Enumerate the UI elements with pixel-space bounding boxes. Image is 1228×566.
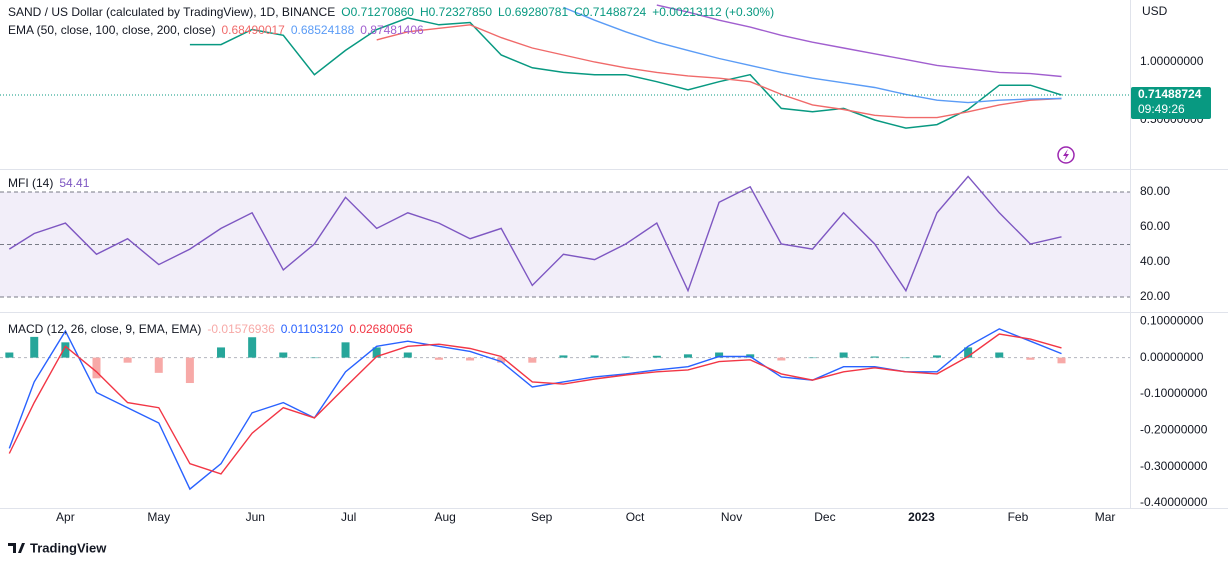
histogram-bar xyxy=(1057,357,1066,364)
histogram-bar xyxy=(5,352,14,358)
symbol: SAND / US Dollar (calculated by TradingV… xyxy=(8,5,336,19)
histogram-bar xyxy=(61,342,70,358)
histogram-bar xyxy=(248,337,257,358)
series-line xyxy=(189,17,1062,129)
legend-value: 54.41 xyxy=(59,176,90,190)
histogram-bar xyxy=(341,342,350,358)
histogram-bar xyxy=(372,347,381,358)
histogram-bar xyxy=(497,357,506,363)
y-tick-label: 20.00 xyxy=(1140,289,1170,303)
histogram-bar xyxy=(123,357,132,363)
histogram-bar xyxy=(279,352,288,358)
x-tick-label: Nov xyxy=(721,510,742,524)
histogram-bar xyxy=(185,357,194,384)
series-line xyxy=(8,328,1062,491)
x-tick-label: Aug xyxy=(434,510,455,524)
last-price: 0.71488724 xyxy=(1138,87,1202,101)
histogram-bar xyxy=(154,357,163,373)
histogram-bar xyxy=(715,352,724,358)
series-line xyxy=(563,6,1062,104)
symbol-header: SAND / US Dollar (calculated by TradingV… xyxy=(8,5,780,19)
series-line xyxy=(8,333,1062,475)
x-tick-label: Apr xyxy=(56,510,75,524)
x-tick-label: Jun xyxy=(246,510,265,524)
x-tick-label: Oct xyxy=(626,510,645,524)
y-tick-label: -0.20000000 xyxy=(1140,422,1208,436)
x-tick-label: Jul xyxy=(341,510,356,524)
histogram-bar xyxy=(652,355,661,358)
y-tick-label: 60.00 xyxy=(1140,219,1170,233)
y-tick-label: 0.10000000 xyxy=(1140,313,1204,327)
histogram-bar xyxy=(559,355,568,358)
histogram-bar xyxy=(932,355,941,358)
histogram-bar xyxy=(217,347,226,358)
pane xyxy=(0,175,1130,298)
legend-value: 0.02680056 xyxy=(349,322,413,336)
histogram-bar xyxy=(466,357,475,361)
change: +0.00213112 (+0.30%) xyxy=(652,5,775,19)
y-tick-label: -0.40000000 xyxy=(1140,495,1208,509)
histogram-bar xyxy=(310,357,319,359)
y-tick-label: 1.00000000 xyxy=(1140,54,1204,68)
histogram-bar xyxy=(683,354,692,358)
histogram-bar xyxy=(870,356,879,358)
alert-icon[interactable] xyxy=(1057,146,1075,164)
currency: USD xyxy=(1142,4,1168,18)
x-tick-label: May xyxy=(147,510,170,524)
indicator: EMA (50, close, 100, close, 200, close) xyxy=(8,23,216,37)
legend-value: -0.01576936 xyxy=(207,322,275,336)
histogram-bar xyxy=(901,357,910,359)
logo xyxy=(8,543,25,553)
legend-value: 0.01103120 xyxy=(280,322,344,336)
ohlc: L0.69280781 xyxy=(498,5,569,19)
ema-header: EMA (50, close, 100, close, 200, close) 0… xyxy=(8,23,430,37)
countdown: 09:49:26 xyxy=(1138,102,1185,116)
series-line xyxy=(376,24,1062,119)
x-tick-label: 2023 xyxy=(908,510,935,524)
histogram-bar xyxy=(964,347,973,358)
x-tick-label: Dec xyxy=(814,510,835,524)
histogram-bar xyxy=(92,357,101,379)
indicator: MACD (12, 26, close, 9, EMA, EMA) xyxy=(8,322,202,336)
histogram-bar xyxy=(621,356,630,358)
histogram-bar xyxy=(528,357,537,363)
last-price-box xyxy=(1131,87,1211,120)
ohlc: O0.71270860 xyxy=(341,5,414,19)
y-tick-label: 0.00000000 xyxy=(1140,350,1204,364)
series-line xyxy=(656,4,1062,78)
legend-value: 0.87481406 xyxy=(360,23,424,37)
y-tick-label: -0.10000000 xyxy=(1140,386,1208,400)
indicator: MFI (14) xyxy=(8,176,54,190)
histogram-bar xyxy=(434,357,443,360)
histogram-bar xyxy=(590,355,599,358)
histogram-bar xyxy=(30,336,39,358)
mfi-header: MFI (14) 54.41 xyxy=(8,176,95,190)
histogram-bar xyxy=(808,357,817,359)
histogram-bar xyxy=(995,352,1004,358)
legend-value: 0.68490017 xyxy=(221,23,285,37)
x-tick-label: Mar xyxy=(1095,510,1116,524)
series-line xyxy=(8,175,1062,293)
y-tick-label: 80.00 xyxy=(1140,184,1170,198)
histogram-bar xyxy=(1026,357,1035,360)
legend-value: 0.68524188 xyxy=(290,23,355,37)
brand: TradingView xyxy=(30,540,107,555)
histogram-bar xyxy=(777,357,786,361)
histogram-bar xyxy=(839,352,848,358)
x-tick-label: Feb xyxy=(1008,510,1029,524)
y-tick-label: 40.00 xyxy=(1140,254,1170,268)
ohlc: C0.71488724 xyxy=(574,5,647,19)
y-tick-label: -0.30000000 xyxy=(1140,459,1208,473)
ohlc: H0.72327850 xyxy=(419,5,493,19)
pane xyxy=(0,328,1130,491)
histogram-bar xyxy=(403,352,412,358)
pane xyxy=(189,4,1062,129)
macd-header: MACD (12, 26, close, 9, EMA, EMA) -0.0157… xyxy=(8,322,419,336)
x-tick-label: Sep xyxy=(531,510,553,524)
